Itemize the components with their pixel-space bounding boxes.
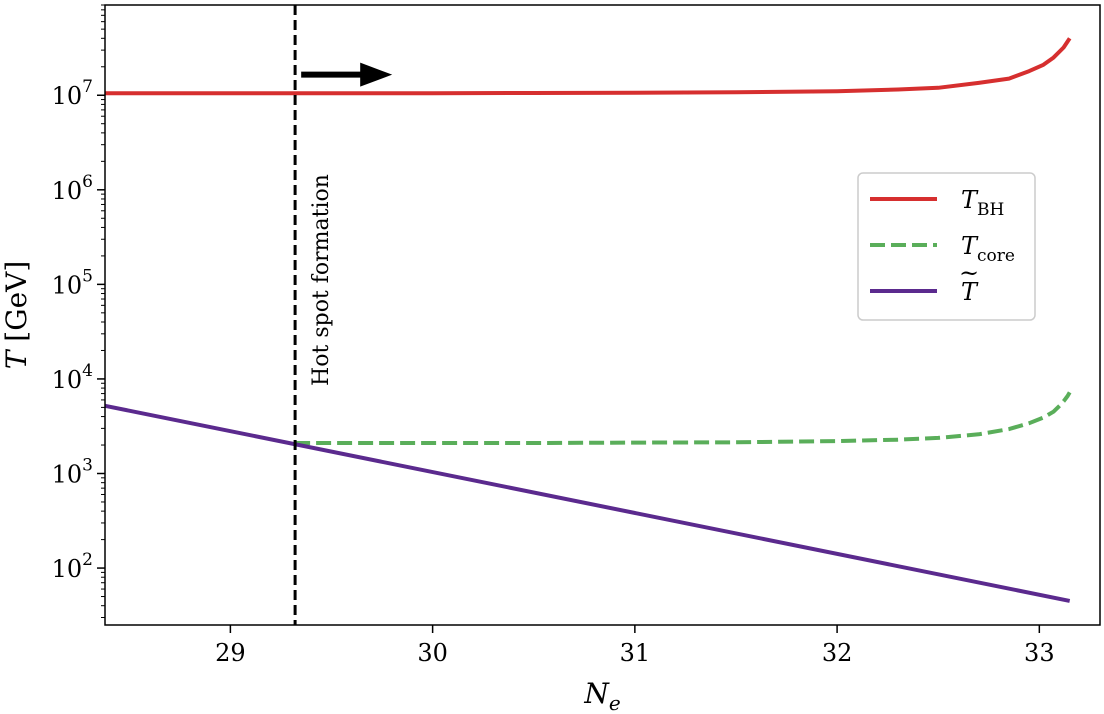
x-tick-label: 33 [1024, 639, 1055, 667]
x-tick-label: 29 [215, 639, 246, 667]
x-tick-label: 31 [620, 639, 651, 667]
y-tick-label: 107 [52, 77, 93, 110]
x-axis: 29 30 31 32 33 [215, 625, 1055, 667]
hot-spot-arrow [301, 62, 393, 87]
series-line-2 [104, 403, 1071, 603]
legend-tilde: ~ [959, 259, 979, 287]
series-line-1 [295, 391, 1072, 445]
series-layer [104, 37, 1072, 603]
x-tick-label: 30 [417, 639, 448, 667]
y-tick-label: 106 [52, 172, 93, 205]
legend-label-2: T [961, 278, 979, 306]
x-tick-label: 32 [822, 639, 853, 667]
y-tick-label: 104 [52, 361, 93, 394]
hot-spot-annotation: Hot spot formation [309, 174, 334, 386]
legend-box [857, 172, 1036, 321]
legend-label-1: Tcore [961, 232, 1015, 266]
plot-frame [104, 4, 1101, 626]
series-line-0 [105, 37, 1072, 96]
legend-label-0: TBH [961, 186, 1004, 220]
legend: TBH Tcore T~ [857, 172, 1036, 321]
y-axis-label: T [GeV] [0, 261, 33, 370]
y-axis: 102 103 104 105 106 107 [52, 4, 105, 619]
y-tick-label: 102 [52, 550, 93, 583]
arrow-head [360, 62, 393, 87]
y-tick-label: 105 [52, 266, 93, 299]
y-tick-label: 103 [52, 456, 93, 489]
x-axis-label: Ne [583, 677, 620, 714]
